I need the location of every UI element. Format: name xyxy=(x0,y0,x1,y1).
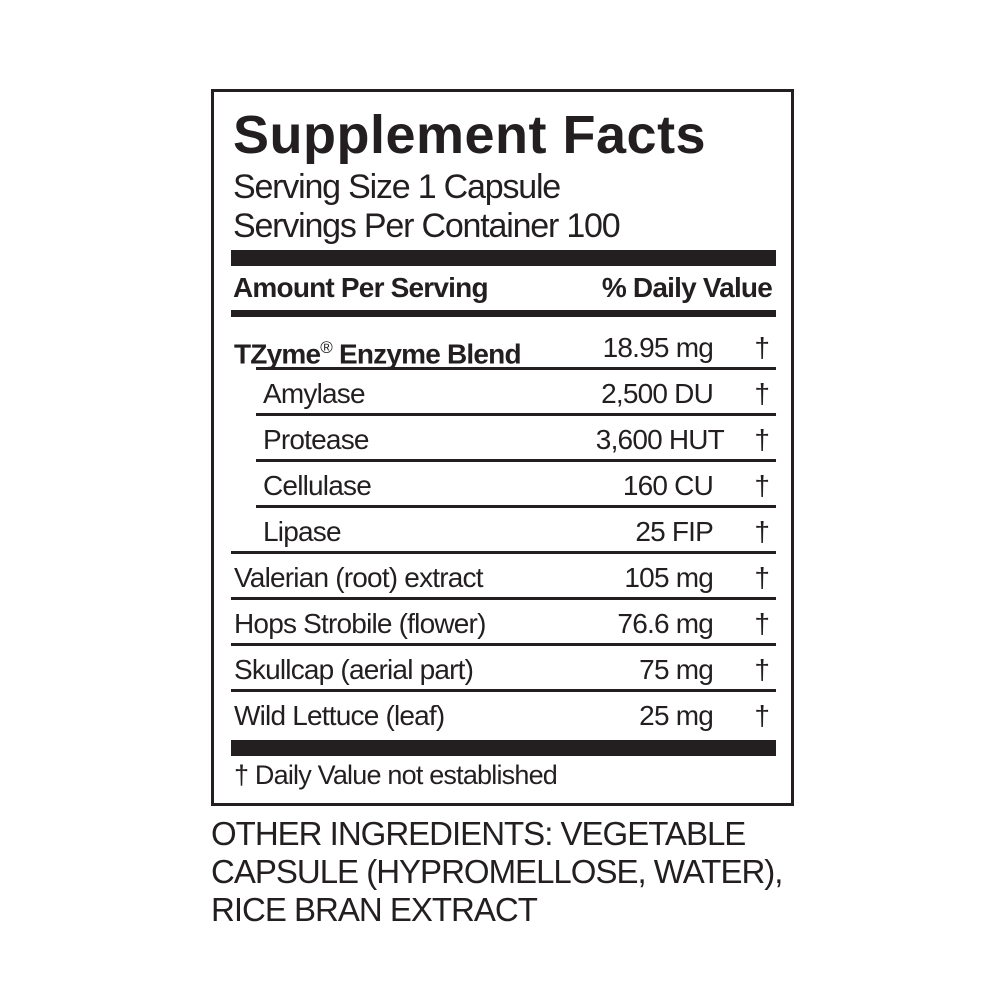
footnote: † Daily Value not established xyxy=(234,760,558,790)
ingredient-row: Skullcap (aerial part) 75 mg † xyxy=(231,646,776,692)
dagger-mark: † xyxy=(754,424,770,455)
ingredient-row: Cellulase 160 CU † xyxy=(231,462,776,508)
row-divider xyxy=(256,459,776,462)
ingredient-amount: 25 mg xyxy=(639,700,714,731)
ingredient-name: Cellulase xyxy=(263,470,372,501)
thick-divider xyxy=(231,740,776,756)
dagger-mark: † xyxy=(754,654,770,685)
ingredient-amount: 160 CU xyxy=(622,470,714,501)
ingredient-amount: 105 mg xyxy=(624,562,713,593)
row-divider xyxy=(256,367,776,370)
dagger-mark: † xyxy=(754,332,770,363)
ingredient-name: Lipase xyxy=(263,516,342,547)
dagger-mark: † xyxy=(754,470,770,501)
medium-divider xyxy=(231,310,776,317)
ingredient-amount: 25 FIP xyxy=(635,516,713,547)
ingredient-amount: 75 mg xyxy=(639,654,714,685)
servings-per-container: Servings Per Container 100 xyxy=(233,207,621,245)
row-divider xyxy=(231,689,776,692)
ingredient-row: Protease 3,600 HUT † xyxy=(231,416,776,462)
dagger-mark: † xyxy=(754,700,770,731)
row-divider xyxy=(256,505,776,508)
ingredient-amount: 2,500 DU xyxy=(601,378,714,409)
ingredient-row: TZyme® Enzyme Blend 18.95 mg † xyxy=(231,324,776,370)
ingredient-name: TZyme® Enzyme Blend xyxy=(234,338,522,370)
ingredient-name: Amylase xyxy=(263,378,366,409)
ingredient-name: Skullcap (aerial part) xyxy=(234,654,474,685)
ingredient-amount: 3,600 HUT xyxy=(595,424,725,455)
other-ingredients-line: OTHER INGREDIENTS: VEGETABLE xyxy=(211,815,746,852)
ingredient-amount: 76.6 mg xyxy=(617,608,713,639)
thick-divider xyxy=(231,250,776,266)
row-divider xyxy=(256,413,776,416)
other-ingredients: OTHER INGREDIENTS: VEGETABLE CAPSULE (HY… xyxy=(211,815,783,929)
ingredient-name: Valerian (root) extract xyxy=(234,562,484,593)
other-ingredients-line: RICE BRAN EXTRACT xyxy=(211,891,538,928)
serving-size: Serving Size 1 Capsule xyxy=(233,168,561,206)
ingredient-row: Hops Strobile (flower) 76.6 mg † xyxy=(231,600,776,646)
panel-title: Supplement Facts xyxy=(233,105,707,165)
ingredient-name: Protease xyxy=(263,424,369,455)
daily-value-label: % Daily Value xyxy=(601,272,773,303)
other-ingredients-line: CAPSULE (HYPROMELLOSE, WATER), xyxy=(211,853,783,890)
ingredient-amount: 18.95 mg xyxy=(602,332,714,363)
ingredient-row: Amylase 2,500 DU † xyxy=(231,370,776,416)
row-divider xyxy=(231,551,776,554)
ingredient-row: Lipase 25 FIP † xyxy=(231,508,776,554)
supplement-facts-panel: Supplement Facts Serving Size 1 Capsule … xyxy=(211,89,794,806)
dagger-mark: † xyxy=(754,608,770,639)
ingredient-row: Wild Lettuce (leaf) 25 mg † xyxy=(231,692,776,738)
dagger-mark: † xyxy=(754,516,770,547)
ingredient-row: Valerian (root) extract 105 mg † xyxy=(231,554,776,600)
dagger-mark: † xyxy=(754,378,770,409)
row-divider xyxy=(231,643,776,646)
dagger-mark: † xyxy=(754,562,770,593)
column-header: Amount Per Serving % Daily Value xyxy=(233,268,773,308)
ingredient-name: Wild Lettuce (leaf) xyxy=(234,700,445,731)
amount-per-serving-label: Amount Per Serving xyxy=(233,272,489,303)
row-divider xyxy=(231,597,776,600)
ingredient-name: Hops Strobile (flower) xyxy=(234,608,486,639)
